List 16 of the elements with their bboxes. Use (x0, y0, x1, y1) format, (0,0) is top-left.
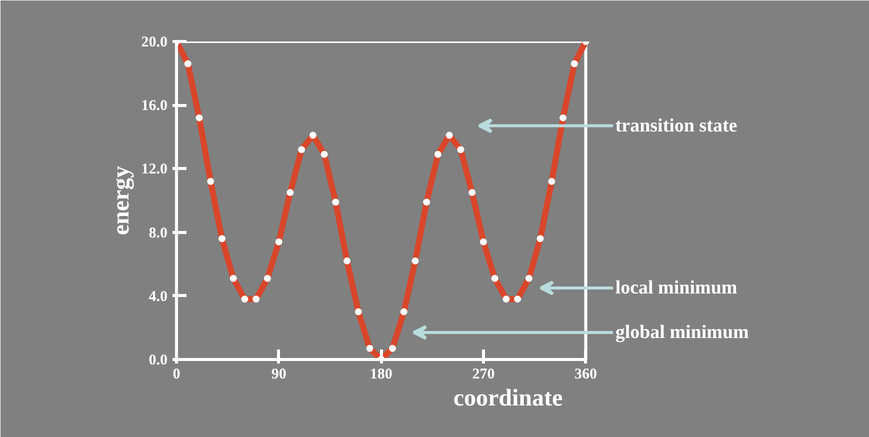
x-tick-label: 270 (472, 366, 495, 382)
x-tick-label: 180 (370, 366, 392, 382)
text: global minimum (615, 322, 750, 343)
y-tick-label: 8.0 (148, 225, 168, 242)
y-axis-title: energy (108, 166, 134, 236)
y-tick-label: 0.0 (148, 352, 168, 368)
x-axis-title: coordinate (453, 386, 564, 412)
x-tick-label: 360 (574, 366, 598, 382)
x-tick-label: 0 (172, 366, 180, 382)
text: local minimum (615, 277, 738, 298)
y-tick-label: 20.0 (141, 34, 168, 50)
y-tick-label: 4.0 (148, 288, 168, 305)
text: transition state (615, 115, 738, 136)
y-tick-label: 12.0 (141, 162, 168, 178)
x-tick-label: 90 (271, 366, 286, 382)
y-tick-label: 16.0 (141, 98, 168, 114)
